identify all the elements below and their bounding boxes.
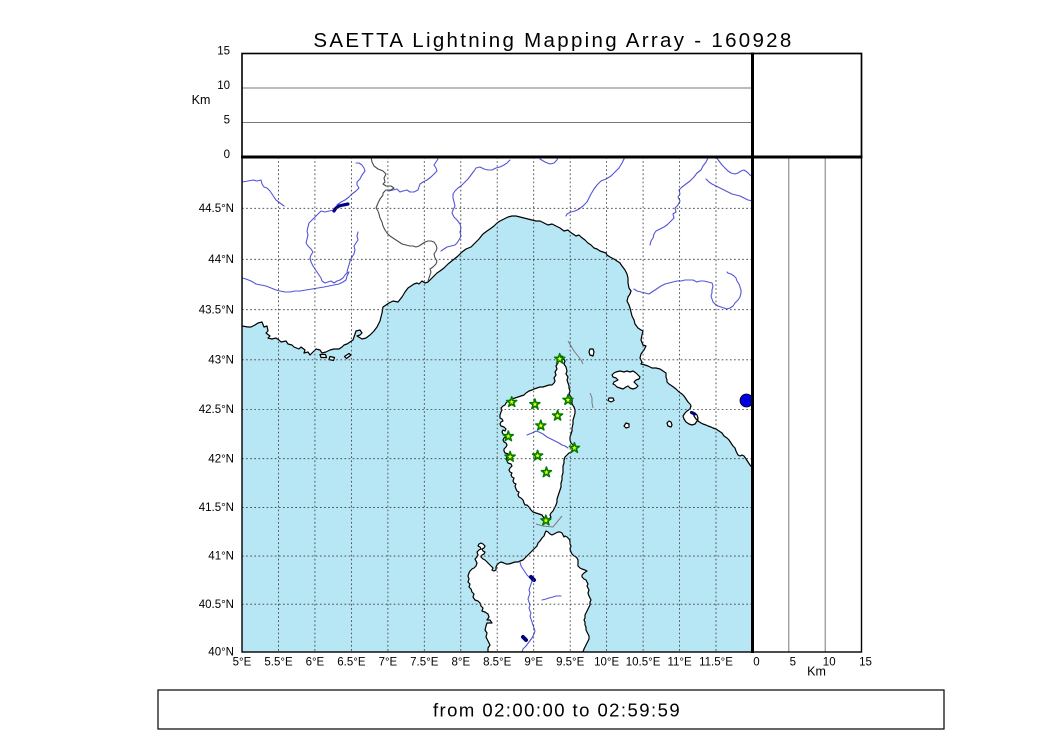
svg-text:42°N: 42°N [208,453,234,465]
svg-text:9.5°E: 9.5°E [556,657,585,669]
svg-text:5°E: 5°E [233,657,252,669]
svg-text:15: 15 [217,45,230,57]
svg-text:0: 0 [753,657,759,669]
svg-text:44.5°N: 44.5°N [199,203,234,215]
svg-text:15: 15 [859,657,872,669]
svg-text:7.5°E: 7.5°E [410,657,439,669]
svg-text:8°E: 8°E [451,657,470,669]
svg-text:5: 5 [790,657,796,669]
svg-text:Km: Km [807,665,826,679]
svg-text:10: 10 [823,657,836,669]
svg-text:6.5°E: 6.5°E [337,657,366,669]
svg-text:42.5°N: 42.5°N [199,404,234,416]
svg-text:SAETTA Lightning Mapping Array: SAETTA Lightning Mapping Array - 160928 [313,29,793,52]
svg-text:43.5°N: 43.5°N [199,304,234,316]
svg-text:41°N: 41°N [208,551,234,563]
svg-text:5: 5 [224,114,230,126]
svg-text:10.5°E: 10.5°E [626,657,661,669]
svg-text:41.5°N: 41.5°N [199,502,234,514]
svg-text:7°E: 7°E [379,657,398,669]
svg-text:43°N: 43°N [208,354,234,366]
svg-text:9°E: 9°E [524,657,543,669]
svg-text:44°N: 44°N [208,254,234,266]
svg-text:Km: Km [192,93,211,107]
svg-text:10: 10 [217,80,230,92]
svg-text:11.5°E: 11.5°E [699,657,733,669]
svg-text:40.5°N: 40.5°N [199,599,234,611]
svg-text:0: 0 [224,149,230,161]
svg-text:11°E: 11°E [667,657,692,669]
svg-text:8.5°E: 8.5°E [483,657,512,669]
svg-text:40°N: 40°N [208,647,234,659]
svg-text:10°E: 10°E [594,657,619,669]
svg-text:6°E: 6°E [306,657,325,669]
svg-text:5.5°E: 5.5°E [264,657,293,669]
svg-text:from 02:00:00 to 02:59:59: from 02:00:00 to 02:59:59 [433,700,681,721]
